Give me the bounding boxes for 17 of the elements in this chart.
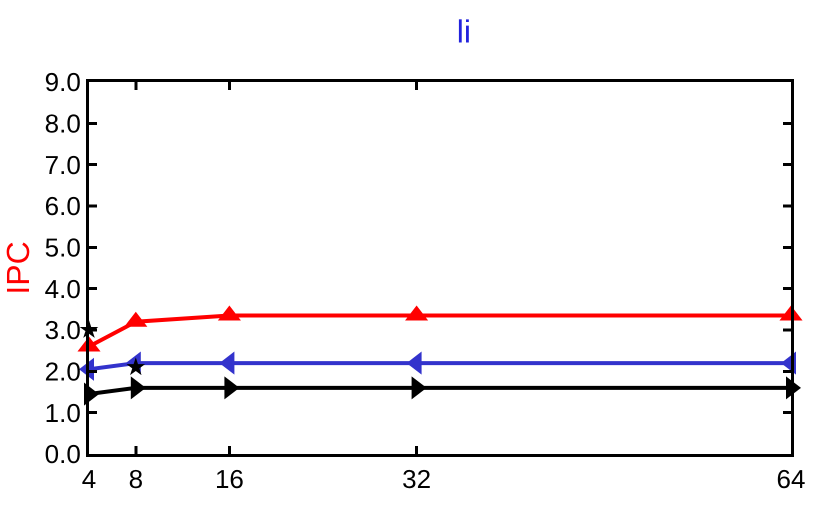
- y-tick-label: 3.0: [44, 315, 81, 346]
- y-tick-label: 9.0: [44, 67, 81, 98]
- chart-title: li: [456, 14, 471, 50]
- y-tick-label: 7.0: [44, 150, 81, 180]
- x-tick-label: 8: [128, 464, 144, 494]
- x-tick-label: 4: [82, 464, 96, 494]
- y-tick-label: 2.0: [44, 356, 81, 386]
- y-tick-label: 5.0: [44, 232, 81, 262]
- y-tick-label: 8.0: [44, 108, 81, 138]
- y-tick-label: 4.0: [44, 274, 81, 304]
- x-tick-label: 16: [214, 464, 244, 494]
- y-tick-label: 6.0: [44, 191, 81, 222]
- y-tick-label: 0.0: [44, 439, 81, 470]
- y-axis-title: IPC: [0, 241, 36, 295]
- x-tick-label: 32: [402, 464, 432, 494]
- x-tick-label: 64: [776, 464, 806, 494]
- y-tick-label: 1.0: [44, 398, 81, 428]
